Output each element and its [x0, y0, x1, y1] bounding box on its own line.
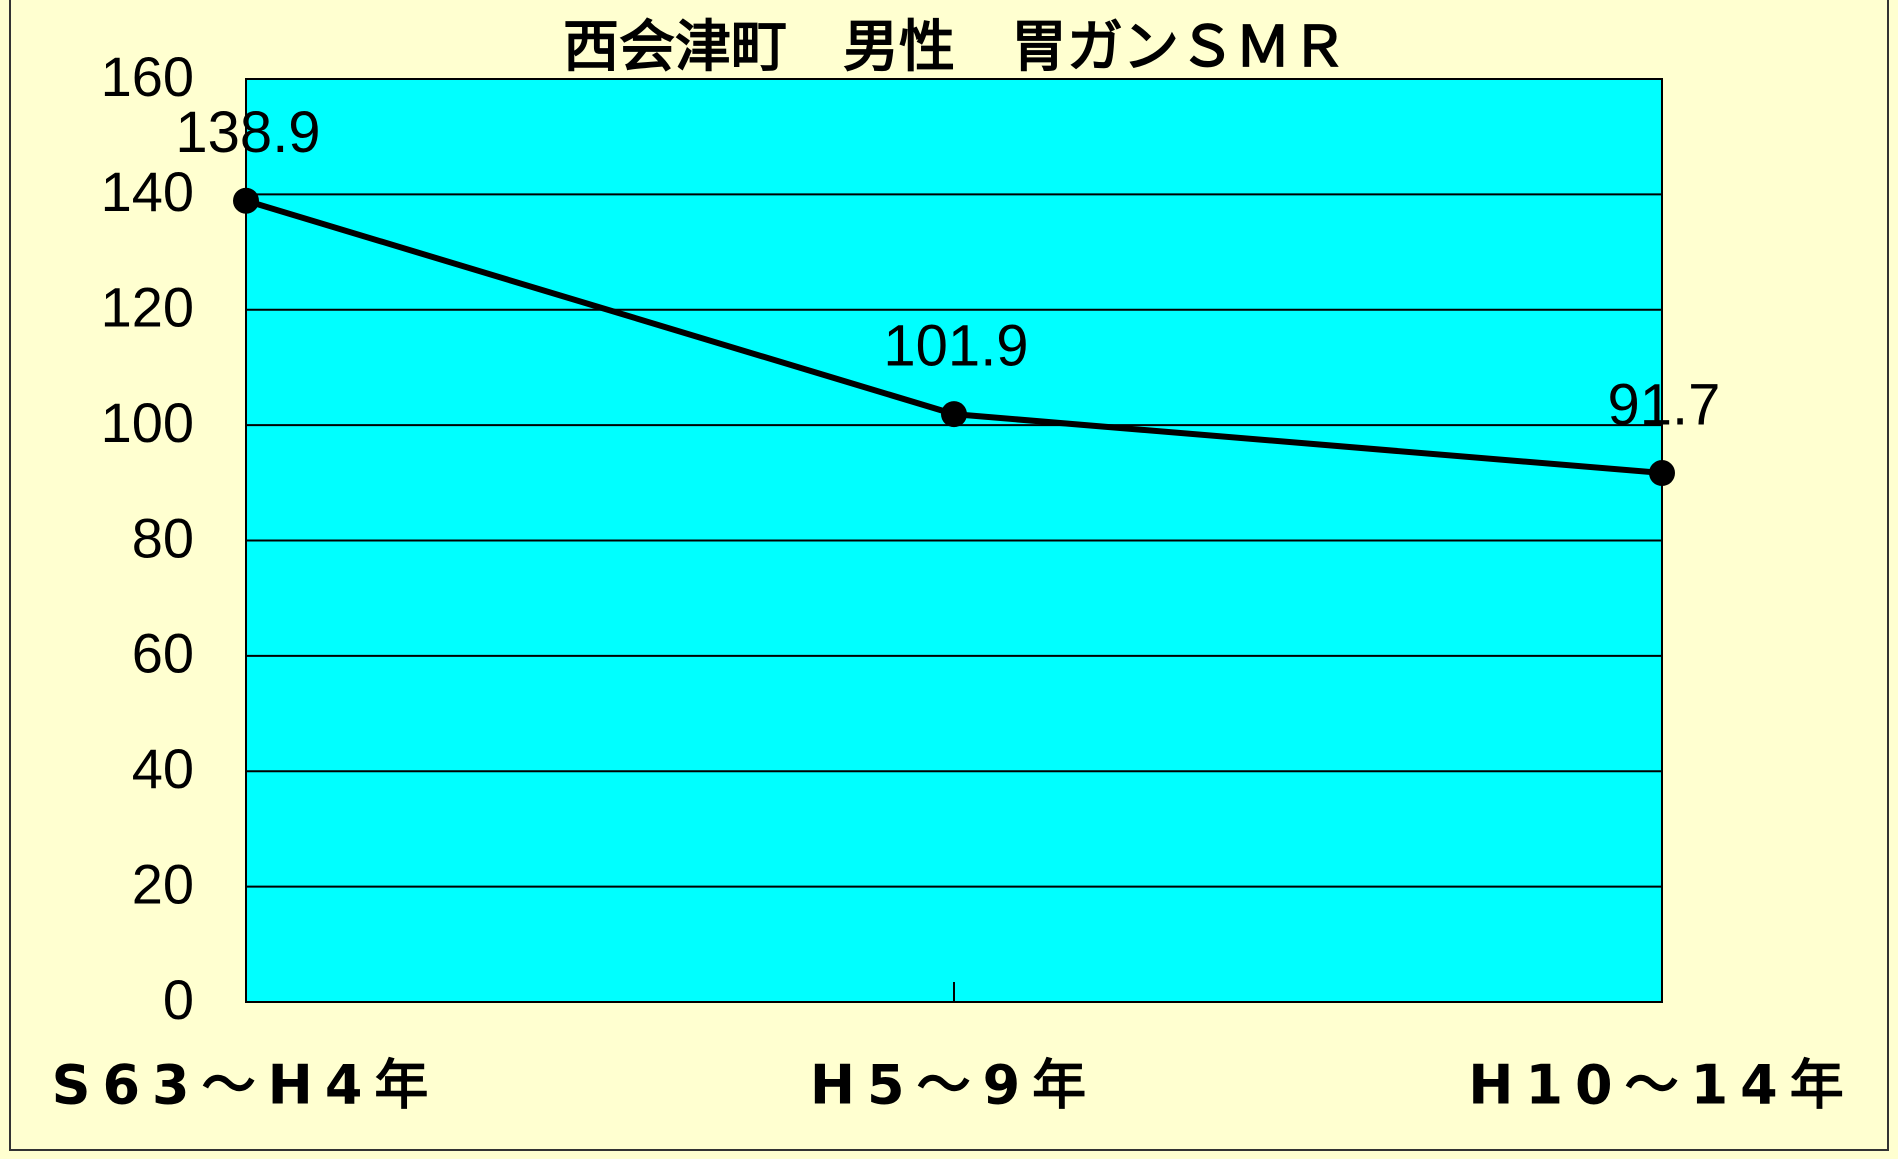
point — [233, 187, 259, 214]
chart-title: 西会津町 男性 胃ガンＳＭＲ — [563, 15, 1347, 80]
y-tick-label: 40 — [132, 737, 194, 800]
data-label: 138.9 — [175, 100, 320, 165]
data-label: 91.7 — [1608, 372, 1721, 437]
x-tick-label: H10～14年 — [1468, 1054, 1856, 1117]
y-tick-label: 100 — [101, 391, 194, 454]
y-tick-label: 60 — [132, 622, 194, 685]
y-tick-label: 160 — [101, 45, 194, 108]
data-label: 101.9 — [883, 313, 1028, 378]
y-tick-label: 120 — [101, 276, 194, 339]
y-tick-label: 140 — [101, 160, 194, 223]
x-tick-label: H5～9年 — [810, 1054, 1098, 1117]
x-tick-label: S63～H4年 — [52, 1054, 441, 1117]
y-tick-label: 0 — [163, 968, 194, 1031]
point — [941, 401, 967, 428]
point — [1649, 460, 1675, 487]
y-tick-label: 20 — [132, 852, 194, 915]
y-tick-label: 80 — [132, 506, 194, 569]
